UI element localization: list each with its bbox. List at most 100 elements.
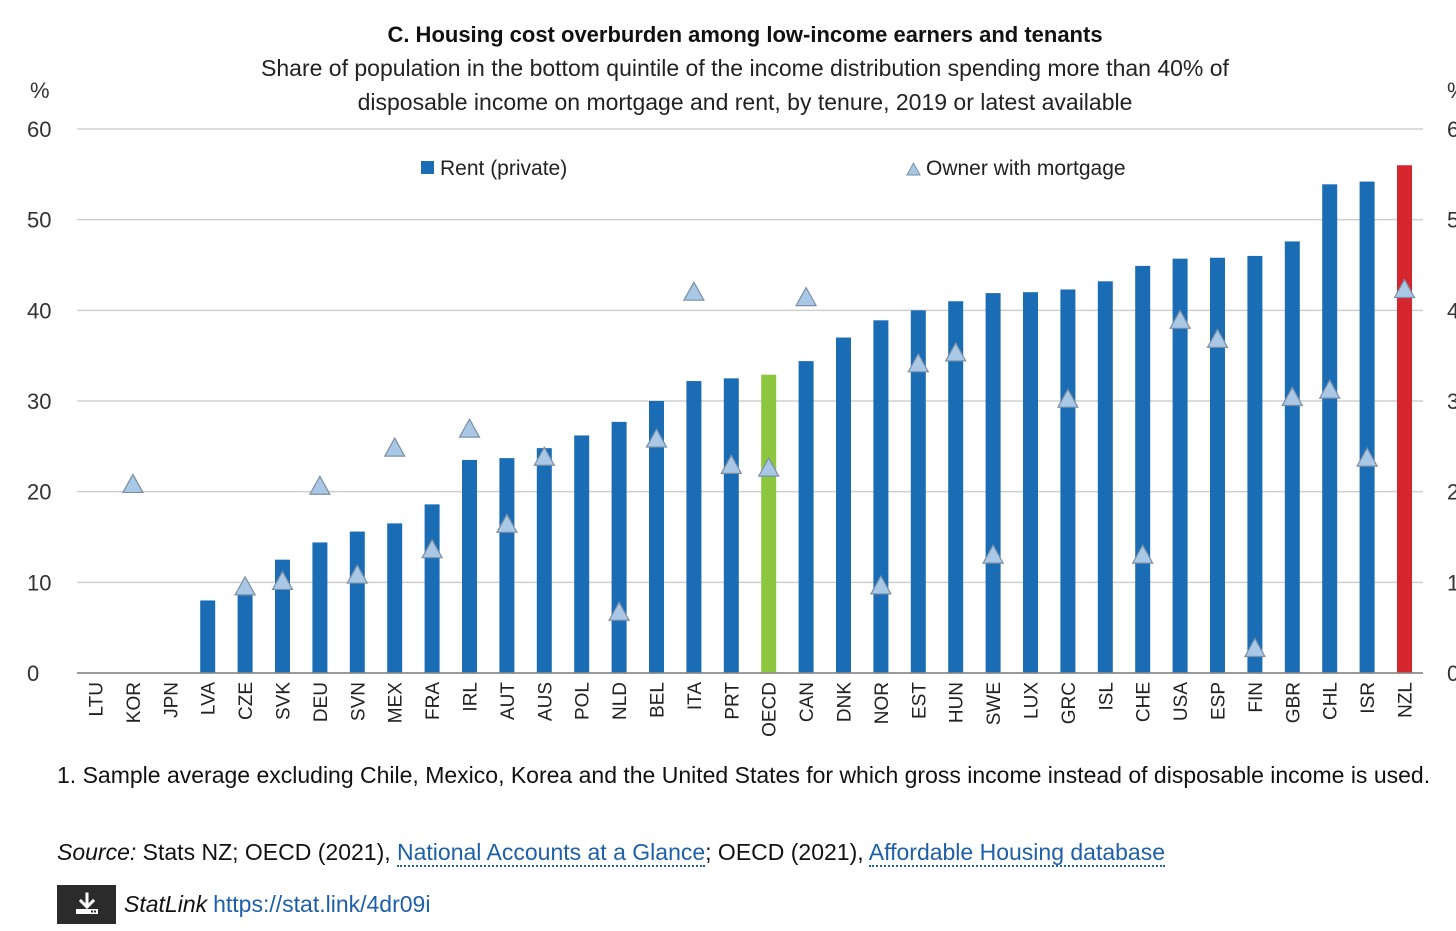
marker-svn — [346, 563, 369, 584]
bar-ita — [686, 381, 702, 673]
bar-gbr — [1284, 241, 1300, 673]
marker-svk — [271, 570, 294, 591]
bar-nzl — [1397, 165, 1412, 673]
marker-grc — [1056, 387, 1079, 408]
footnote: 1. Sample average excluding Chile, Mexic… — [57, 762, 1431, 788]
bar-usa — [1172, 258, 1188, 673]
download-icon — [75, 892, 98, 914]
x-category-label: USA — [1171, 682, 1192, 721]
bar-fra — [424, 504, 440, 673]
bar-bel — [649, 401, 664, 673]
bar-prt — [723, 378, 739, 673]
marker-prt — [720, 454, 743, 474]
x-category-label: IRL — [461, 682, 482, 712]
x-category-label: LVA — [199, 682, 220, 715]
bar-swe — [985, 293, 1001, 673]
x-category-label: FIN — [1246, 682, 1267, 713]
x-categories: LTU KOR JPN LVA CZE SVK DEU SVN MEX FRA IRL AUT AUS P… — [87, 682, 1417, 737]
marker-bel — [645, 427, 668, 448]
legend: Rent (private) Owner with mortgage — [421, 157, 1126, 180]
marker-swe — [982, 543, 1005, 564]
bar-fin — [1247, 255, 1263, 673]
x-category-label: OECD — [760, 682, 781, 737]
x-category-label: CHE — [1134, 682, 1155, 722]
x-category-label: NOR — [872, 682, 893, 724]
x-category-label: ISL — [1096, 682, 1117, 711]
x-category-label: GRC — [1059, 682, 1080, 724]
y-tick-label-left: 30 — [27, 389, 51, 414]
bar-aus — [536, 448, 552, 673]
bars — [200, 165, 1412, 673]
bar-isl — [1097, 281, 1113, 673]
chart-title: C. Housing cost overburden among low-inc… — [387, 22, 1102, 47]
legend-label-mortgage: Owner with mortgage — [926, 157, 1126, 180]
marker-aut — [495, 513, 518, 533]
x-category-label: POL — [573, 682, 594, 720]
national-accounts-link[interactable]: National Accounts at a Glance — [397, 839, 706, 867]
y-ticks: 0 0 10 10 20 20 30 30 40 40 50 50 60 60 — [27, 117, 1456, 686]
grid — [77, 128, 1423, 674]
bar-irl — [462, 459, 477, 673]
source-line: Source: Stats NZ; OECD (2021), National … — [57, 837, 1447, 868]
chart-subtitle-line-2: disposable income on mortgage and rent, … — [358, 89, 1133, 115]
y-tick-label-left: 10 — [27, 570, 51, 595]
x-category-label: EST — [909, 682, 930, 719]
marker-deu — [308, 474, 331, 495]
affordable-housing-link[interactable]: Affordable Housing database — [868, 839, 1166, 867]
bar-lux — [1023, 292, 1038, 673]
marker-hun — [944, 341, 967, 362]
bar-nld — [611, 421, 627, 673]
x-category-label: NZL — [1396, 682, 1417, 718]
x-category-label: AUS — [535, 682, 556, 721]
x-category-label: NLD — [610, 682, 631, 720]
x-category-label: AUT — [498, 682, 519, 720]
bar-pol — [574, 435, 590, 673]
x-category-label: DEU — [311, 682, 332, 722]
marker-aus — [533, 445, 556, 466]
x-category-label: HUN — [947, 682, 968, 723]
bar-svn — [349, 531, 365, 673]
statlink-url[interactable]: https://stat.link/4dr09i — [213, 890, 431, 917]
x-category-label: ESP — [1209, 682, 1230, 720]
bar-isr — [1359, 181, 1375, 673]
x-category-label: LUX — [1022, 682, 1043, 719]
y-tick-label-right: 10 — [1447, 570, 1456, 595]
y-tick-label-left: 60 — [27, 117, 51, 142]
x-category-label: BEL — [648, 682, 669, 718]
x-category-label: CHL — [1321, 682, 1342, 720]
marker-usa — [1169, 309, 1192, 329]
y-unit-right: % — [1447, 78, 1456, 103]
x-category-label: MEX — [386, 682, 407, 724]
marker-gbr — [1281, 386, 1304, 406]
source-label: Source: — [57, 839, 137, 865]
marker-irl — [458, 417, 481, 438]
bar-nor — [873, 320, 889, 673]
bar-can — [798, 361, 814, 673]
marker-mex — [383, 436, 406, 457]
marker-isr — [1356, 446, 1379, 467]
marker-esp — [1206, 328, 1229, 348]
x-category-label: CAN — [797, 682, 818, 722]
marker-est — [907, 352, 930, 373]
x-category-label: SWE — [984, 682, 1005, 725]
source-text-1: Stats NZ; OECD (2021), — [136, 839, 398, 865]
source-text-2: ; OECD (2021), — [705, 839, 869, 865]
bar-dnk — [836, 337, 851, 673]
download-button[interactable] — [57, 884, 116, 924]
x-category-label: JPN — [161, 682, 182, 718]
x-category-label: DNK — [835, 682, 856, 722]
bar-esp — [1210, 257, 1225, 673]
legend-swatch-mortgage — [906, 161, 921, 176]
marker-can — [795, 286, 818, 307]
bar-grc — [1060, 289, 1076, 673]
marker-nzl — [1393, 278, 1416, 299]
y-tick-label-right: 20 — [1447, 480, 1456, 505]
marker-fra — [421, 538, 444, 559]
bar-est — [910, 310, 926, 673]
chart: 0 0 10 10 20 20 30 30 40 40 50 50 60 60 LTU KOR JPN LVA C… — [27, 22, 1456, 737]
x-category-label: PRT — [722, 682, 743, 720]
x-category-label: FRA — [423, 682, 444, 720]
bar-cze — [237, 591, 253, 673]
x-category-label: SVN — [348, 682, 369, 721]
statlink-row: StatLink https://stat.link/4dr09i — [57, 884, 430, 924]
